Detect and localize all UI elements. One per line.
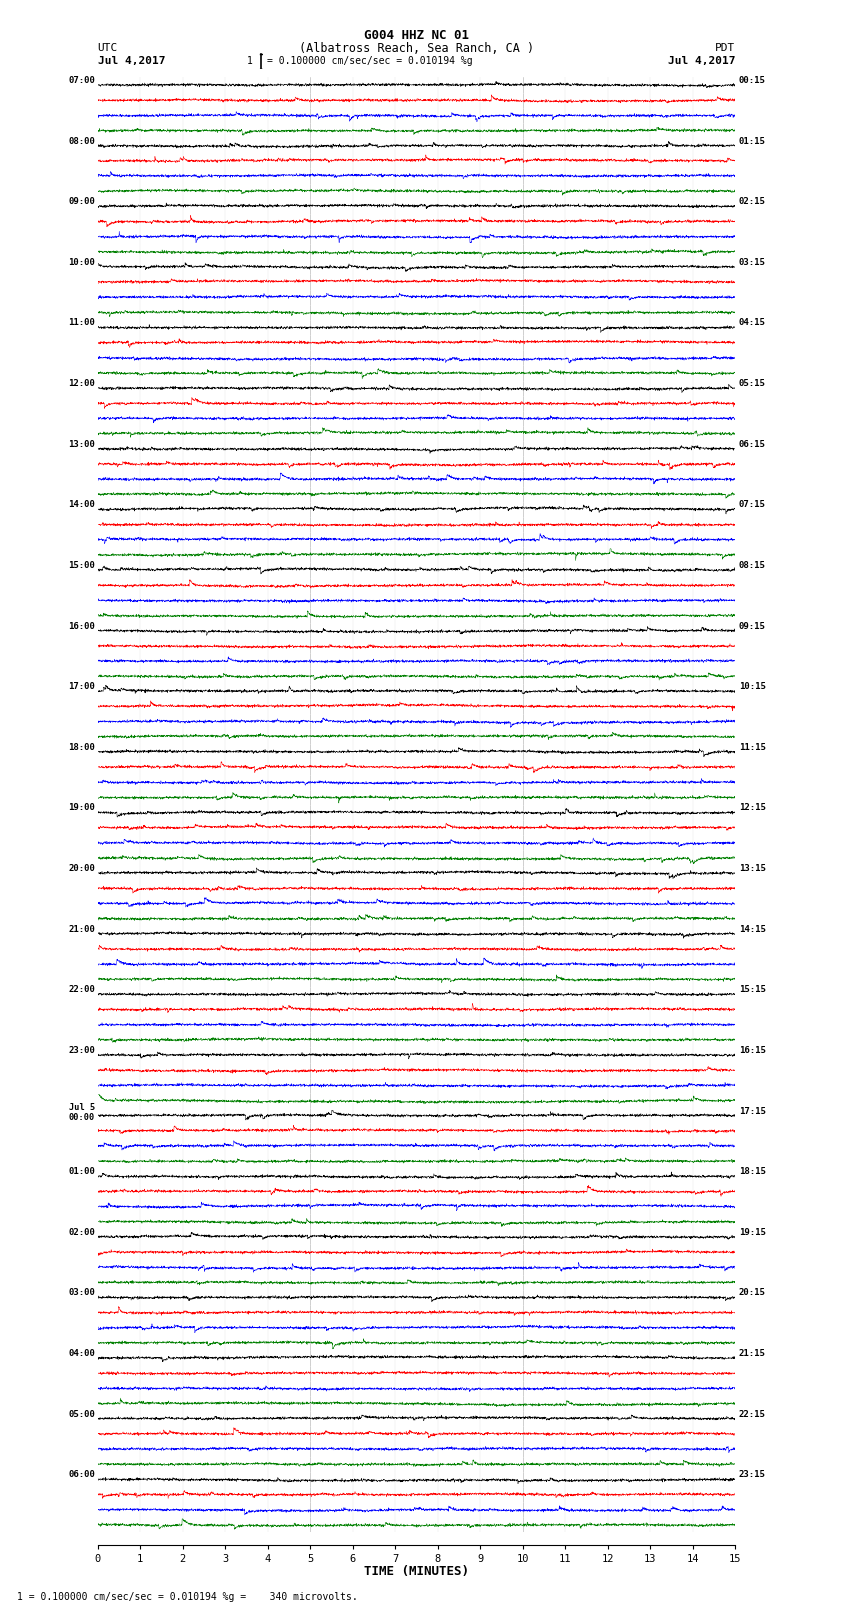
Text: 18:00: 18:00 xyxy=(68,744,95,752)
Text: 19:00: 19:00 xyxy=(68,803,95,813)
Text: 09:00: 09:00 xyxy=(68,197,95,206)
Text: 20:00: 20:00 xyxy=(68,865,95,873)
Text: 12:15: 12:15 xyxy=(739,803,766,813)
Text: 10:00: 10:00 xyxy=(68,258,95,266)
Text: 1 = 0.100000 cm/sec/sec = 0.010194 %g =    340 microvolts.: 1 = 0.100000 cm/sec/sec = 0.010194 %g = … xyxy=(17,1592,358,1602)
Text: 10:15: 10:15 xyxy=(739,682,766,692)
Text: 22:15: 22:15 xyxy=(739,1410,766,1419)
Text: Jul 4,2017: Jul 4,2017 xyxy=(668,56,735,66)
Text: 06:00: 06:00 xyxy=(68,1471,95,1479)
Text: 04:00: 04:00 xyxy=(68,1348,95,1358)
Text: 13:00: 13:00 xyxy=(68,440,95,448)
Text: 15:00: 15:00 xyxy=(68,561,95,569)
Text: 07:00: 07:00 xyxy=(68,76,95,85)
Text: 11:00: 11:00 xyxy=(68,318,95,327)
Text: 03:15: 03:15 xyxy=(739,258,766,266)
Text: 19:15: 19:15 xyxy=(739,1227,766,1237)
Text: PDT: PDT xyxy=(715,44,735,53)
Text: 06:15: 06:15 xyxy=(739,440,766,448)
Text: 16:00: 16:00 xyxy=(68,621,95,631)
Text: UTC: UTC xyxy=(98,44,118,53)
Text: 11:15: 11:15 xyxy=(739,744,766,752)
Text: 01:00: 01:00 xyxy=(68,1168,95,1176)
Text: 18:15: 18:15 xyxy=(739,1168,766,1176)
Text: 08:00: 08:00 xyxy=(68,137,95,145)
Text: 21:15: 21:15 xyxy=(739,1348,766,1358)
Text: 12:00: 12:00 xyxy=(68,379,95,389)
Text: 05:00: 05:00 xyxy=(68,1410,95,1419)
Text: 1: 1 xyxy=(246,56,252,66)
Text: 00:15: 00:15 xyxy=(739,76,766,85)
Text: 20:15: 20:15 xyxy=(739,1289,766,1297)
Text: Jul 5: Jul 5 xyxy=(69,1103,95,1113)
Text: 23:15: 23:15 xyxy=(739,1471,766,1479)
Text: 03:00: 03:00 xyxy=(68,1289,95,1297)
Text: 05:15: 05:15 xyxy=(739,379,766,389)
Text: 02:15: 02:15 xyxy=(739,197,766,206)
Text: 23:00: 23:00 xyxy=(68,1045,95,1055)
Text: 08:15: 08:15 xyxy=(739,561,766,569)
Text: 21:00: 21:00 xyxy=(68,924,95,934)
Text: G004 HHZ NC 01: G004 HHZ NC 01 xyxy=(364,29,469,42)
Text: 14:00: 14:00 xyxy=(68,500,95,510)
Text: 04:15: 04:15 xyxy=(739,318,766,327)
Text: Jul 4,2017: Jul 4,2017 xyxy=(98,56,165,66)
Text: 15:15: 15:15 xyxy=(739,986,766,994)
Text: TIME (MINUTES): TIME (MINUTES) xyxy=(364,1565,469,1578)
Text: 00:00: 00:00 xyxy=(69,1113,95,1121)
Text: 14:15: 14:15 xyxy=(739,924,766,934)
Text: 07:15: 07:15 xyxy=(739,500,766,510)
Text: 16:15: 16:15 xyxy=(739,1045,766,1055)
Text: 01:15: 01:15 xyxy=(739,137,766,145)
Text: 13:15: 13:15 xyxy=(739,865,766,873)
Text: 09:15: 09:15 xyxy=(739,621,766,631)
Text: 17:00: 17:00 xyxy=(68,682,95,692)
Text: 17:15: 17:15 xyxy=(739,1107,766,1116)
Text: = 0.100000 cm/sec/sec = 0.010194 %g: = 0.100000 cm/sec/sec = 0.010194 %g xyxy=(267,56,473,66)
Text: 02:00: 02:00 xyxy=(68,1227,95,1237)
Text: (Albatross Reach, Sea Ranch, CA ): (Albatross Reach, Sea Ranch, CA ) xyxy=(299,42,534,55)
Text: 22:00: 22:00 xyxy=(68,986,95,994)
